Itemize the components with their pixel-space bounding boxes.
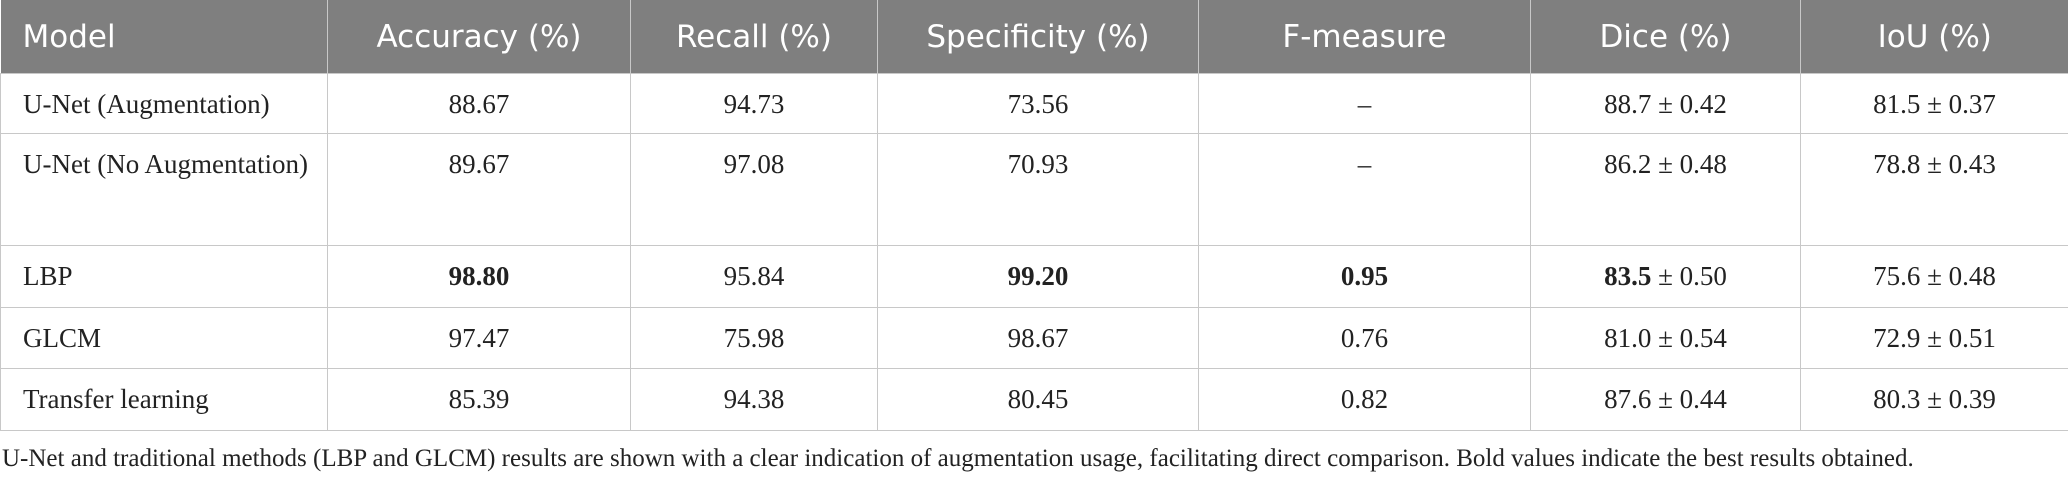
value-text: ± 0.50 [1658,261,1727,291]
value-cell: – [1198,133,1531,246]
value-cell: 75.98 [630,307,878,369]
value-cell: 94.73 [630,73,878,134]
header-row: Model Accuracy (%) Recall (%) Specificity (… [0,0,2068,74]
bold-value: 99.20 [1007,261,1069,291]
model-cell: U-Net (Augmentation) [0,73,328,134]
value-cell: 86.2 ± 0.48 [1530,133,1801,246]
value-cell: 94.38 [630,368,878,431]
value-cell: 70.93 [877,133,1199,246]
value-cell: 97.08 [630,133,878,246]
value-cell: 78.8 ± 0.43 [1800,133,2068,246]
value-cell: 98.67 [877,307,1199,369]
model-cell: Transfer learning [0,368,328,431]
caption: U-Net and traditional methods (LBP and G… [2,445,1914,472]
header-cell: Recall (%) [630,0,878,74]
value-cell: 97.47 [327,307,631,369]
table-row: U-Net (No Augmentation) 89.67 97.08 70.93–8… [0,133,2068,246]
model-cell: LBP [0,245,328,308]
value-cell: 81.0 ± 0.54 [1530,307,1801,369]
header-cell: IoU (%) [1800,0,2068,74]
header-cell: Dice (%) [1530,0,1801,74]
value-cell: 95.84 [630,245,878,308]
table-row: GLCM 97.47 75.98 98.67 0.76 81.0 ± 0.54 72.9 ±… [0,307,2068,369]
value-cell: – [1198,73,1531,134]
value-cell: 80.45 [877,368,1199,431]
value-cell: 83.5 ± 0.50 [1530,245,1801,308]
value-cell: 88.7 ± 0.42 [1530,73,1801,134]
header-cell: F-measure [1198,0,1531,74]
bold-value: 83.5 [1604,261,1652,291]
table-row: U-Net (Augmentation) 88.67 94.73 73.56–88.7… [0,73,2068,134]
table-row: Transfer learning 85.39 94.38 80.45 0.82 87.6… [0,368,2068,431]
value-cell: 0.95 [1198,245,1531,308]
value-cell: 72.9 ± 0.51 [1800,307,2068,369]
value-cell: 81.5 ± 0.37 [1800,73,2068,134]
value-cell: 75.6 ± 0.48 [1800,245,2068,308]
table-row: LBP 98.80 95.84 99.20 0.95 83.5 ± 0.50 75.6 ± … [0,245,2068,308]
value-cell: 89.67 [327,133,631,246]
value-cell: 88.67 [327,73,631,134]
bold-value: 98.80 [448,261,510,291]
bold-value: 0.95 [1340,261,1389,291]
model-cell: GLCM [0,307,328,369]
value-cell: 99.20 [877,245,1199,308]
table-body: U-Net (Augmentation) 88.67 94.73 73.56–88.7… [0,73,2068,431]
value-cell: 87.6 ± 0.44 [1530,368,1801,431]
value-cell: 0.76 [1198,307,1531,369]
header-cell: Specificity (%) [877,0,1199,74]
value-cell: 98.80 [327,245,631,308]
header-cell: Model [0,0,328,74]
value-cell: 80.3 ± 0.39 [1800,368,2068,431]
results-table: Model Accuracy (%) Recall (%) Specificity (… [0,0,2068,431]
header-cell: Accuracy (%) [327,0,631,74]
value-cell: 85.39 [327,368,631,431]
model-cell: U-Net (No Augmentation) [0,133,328,246]
value-cell: 0.82 [1198,368,1531,431]
value-cell: 73.56 [877,73,1199,134]
